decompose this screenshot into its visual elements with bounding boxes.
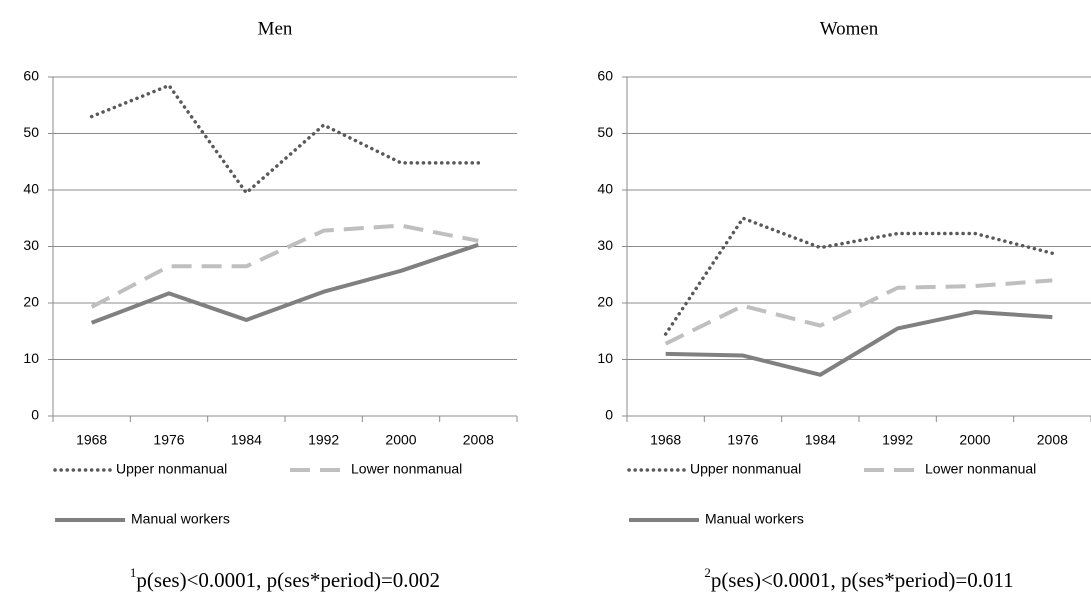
- x-tick-label: 2000: [959, 432, 990, 448]
- footnote-text: p(ses)<0.0001, p(ses*period)=0.011: [711, 568, 1014, 592]
- chart-title: Men: [258, 18, 293, 39]
- y-tick-label: 30: [597, 237, 613, 253]
- x-tick-label: 1984: [231, 432, 262, 448]
- y-tick-label: 0: [31, 407, 39, 423]
- x-tick-label: 1992: [882, 432, 913, 448]
- x-tick-label: 2008: [1037, 432, 1068, 448]
- legend-label: Manual workers: [131, 511, 230, 527]
- legend-label: Lower nonmanual: [351, 461, 462, 477]
- series-line: [90, 242, 479, 325]
- series-line: [663, 216, 1055, 336]
- y-tick-label: 0: [605, 407, 613, 423]
- x-tick-label: 2008: [463, 432, 494, 448]
- footnote: 1p(ses)<0.0001, p(ses*period)=0.002: [130, 565, 440, 592]
- legend-label: Manual workers: [705, 511, 804, 527]
- y-tick-label: 30: [23, 237, 39, 253]
- y-tick-label: 60: [23, 68, 39, 84]
- y-tick-label: 60: [597, 68, 613, 84]
- series-line: [89, 83, 481, 195]
- y-tick-label: 20: [597, 294, 613, 310]
- y-tick-label: 50: [597, 124, 613, 140]
- x-tick-label: 1984: [805, 432, 836, 448]
- footnote-text: p(ses)<0.0001, p(ses*period)=0.002: [136, 568, 440, 592]
- legend-label: Upper nonmanual: [116, 461, 227, 477]
- footnote-mark: 1: [130, 565, 137, 580]
- chart-title: Women: [820, 18, 879, 39]
- y-tick-label: 50: [23, 124, 39, 140]
- y-tick-label: 10: [23, 350, 39, 366]
- x-tick-label: 1992: [308, 432, 339, 448]
- footnote: 2p(ses)<0.0001, p(ses*period)=0.011: [704, 565, 1013, 592]
- x-tick-label: 1968: [650, 432, 681, 448]
- x-tick-label: 1968: [76, 432, 107, 448]
- y-tick-label: 20: [23, 294, 39, 310]
- x-tick-label: 1976: [727, 432, 758, 448]
- x-tick-label: 2000: [385, 432, 416, 448]
- y-tick-label: 40: [597, 181, 613, 197]
- footnote-mark: 2: [704, 565, 711, 580]
- x-tick-label: 1976: [153, 432, 184, 448]
- legend-label: Upper nonmanual: [690, 461, 801, 477]
- series-line: [90, 223, 479, 309]
- series-line: [664, 278, 1053, 346]
- series-line: [665, 310, 1053, 377]
- y-tick-label: 40: [23, 181, 39, 197]
- y-tick-label: 10: [597, 350, 613, 366]
- legend-label: Lower nonmanual: [925, 461, 1036, 477]
